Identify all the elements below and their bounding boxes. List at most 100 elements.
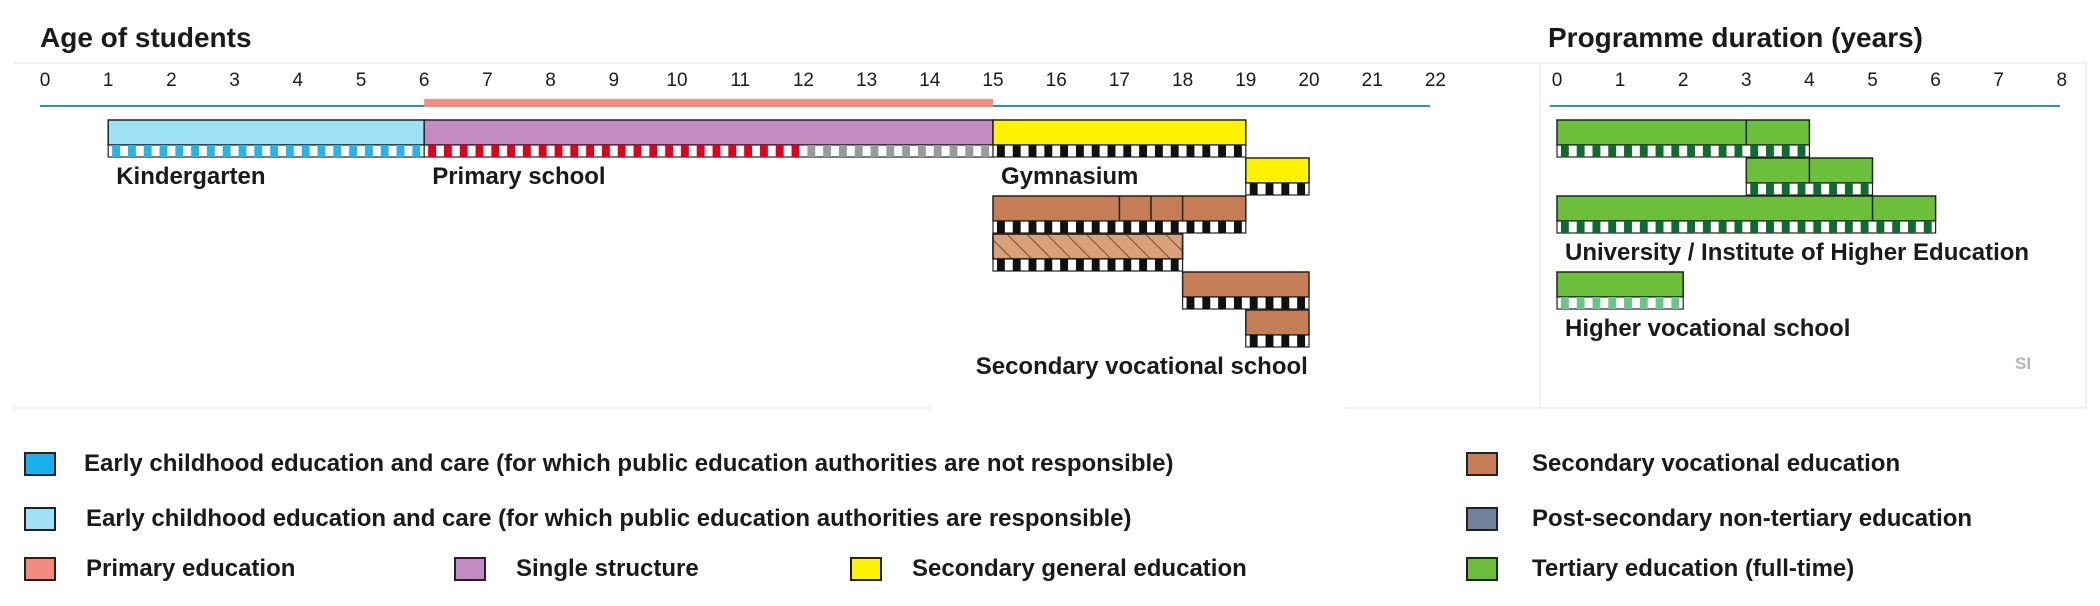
duration-bar-higher-vocational <box>1556 271 1684 310</box>
study-year-marker <box>1265 335 1274 347</box>
study-year-marker <box>1860 221 1869 233</box>
age-bar-primary <box>423 119 994 158</box>
programme-bar <box>1245 309 1310 336</box>
legend-item-ecec-not-responsible: Early childhood education and care (for … <box>24 447 1174 481</box>
study-year-strip <box>992 220 1247 234</box>
study-year-marker <box>270 145 279 157</box>
duration-tick-label: 1 <box>1615 70 1626 91</box>
study-year-marker <box>1218 221 1227 233</box>
study-year-marker <box>1639 145 1648 157</box>
study-year-marker <box>601 145 610 157</box>
legend-item-ecec-responsible: Early childhood education and care (for … <box>24 502 1132 536</box>
study-year-marker <box>127 145 136 157</box>
study-year-strip <box>1556 296 1684 310</box>
duration-bar-tertiary-a <box>1556 119 1811 158</box>
country-code-label: SI <box>2015 354 2032 373</box>
age-tick-label: 18 <box>1172 70 1193 91</box>
study-year-marker <box>965 145 974 157</box>
legend-swatch-secondary-general <box>850 557 882 581</box>
study-year-marker <box>1781 221 1790 233</box>
study-year-marker <box>1186 297 1195 309</box>
study-year-marker <box>1907 221 1916 233</box>
study-year-strip <box>1556 144 1810 158</box>
study-year-strip <box>992 258 1184 272</box>
study-year-marker <box>1265 297 1274 309</box>
study-year-marker <box>1592 297 1601 309</box>
study-year-marker <box>1060 259 1069 271</box>
study-year-marker <box>775 145 784 157</box>
study-year-marker <box>1044 145 1053 157</box>
legend-swatch-post-secondary <box>1466 507 1498 531</box>
study-year-marker <box>459 145 468 157</box>
study-year-marker <box>1797 221 1806 233</box>
study-year-marker <box>1892 221 1901 233</box>
study-year-marker <box>1829 183 1838 195</box>
study-year-marker <box>1281 297 1290 309</box>
age-panel-title: Age of students <box>40 22 252 53</box>
study-year-marker <box>728 145 737 157</box>
study-year-marker <box>301 145 310 157</box>
study-year-marker <box>1687 145 1696 157</box>
study-year-strip <box>992 144 1247 158</box>
study-year-marker <box>696 145 705 157</box>
study-year-marker <box>1560 297 1569 309</box>
study-year-marker <box>1797 145 1806 157</box>
study-year-marker <box>1170 221 1179 233</box>
study-year-marker <box>1829 221 1838 233</box>
study-year-marker <box>1186 221 1195 233</box>
study-year-marker <box>1813 183 1822 195</box>
study-year-strip <box>1745 182 1874 196</box>
study-year-marker <box>1107 145 1116 157</box>
study-year-marker <box>206 145 215 157</box>
study-year-marker <box>538 145 547 157</box>
study-year-marker <box>175 145 184 157</box>
study-year-marker <box>1608 145 1617 157</box>
age-tick-label: 13 <box>856 70 877 91</box>
study-year-marker <box>617 145 626 157</box>
age-tick-label: 2 <box>166 70 177 91</box>
age-tick-label: 20 <box>1298 70 1319 91</box>
study-year-marker <box>1233 297 1242 309</box>
study-year-marker <box>981 145 990 157</box>
age-tick-label: 11 <box>730 70 750 91</box>
study-year-marker <box>191 145 200 157</box>
age-programme-label: Secondary vocational school <box>976 353 1308 380</box>
legend-swatch-ecec-not-responsible <box>24 452 56 476</box>
study-year-marker <box>1639 221 1648 233</box>
study-year-marker <box>1012 259 1021 271</box>
study-year-marker <box>112 145 121 157</box>
study-year-marker <box>1075 259 1084 271</box>
study-year-marker <box>1560 221 1569 233</box>
study-year-marker <box>1075 145 1084 157</box>
study-year-marker <box>1923 221 1932 233</box>
study-year-marker <box>1028 145 1037 157</box>
study-year-marker <box>1044 259 1053 271</box>
legend-swatch-primary-education <box>24 557 56 581</box>
study-year-marker <box>1639 297 1648 309</box>
study-year-marker <box>1091 259 1100 271</box>
duration-tick-label: 4 <box>1804 70 1815 91</box>
study-year-marker <box>1718 221 1727 233</box>
legend-swatch-ecec-responsible <box>24 507 56 531</box>
study-year-marker <box>1154 221 1163 233</box>
study-year-marker <box>1576 145 1585 157</box>
age-bar-vocational-a <box>992 195 1247 234</box>
study-year-marker <box>1702 221 1711 233</box>
study-year-marker <box>1249 335 1258 347</box>
study-year-strip <box>1245 334 1310 348</box>
study-year-marker <box>949 145 958 157</box>
duration-tick-label: 3 <box>1741 70 1752 91</box>
study-year-marker <box>791 145 800 157</box>
study-year-marker <box>1734 145 1743 157</box>
legend-item-secondary-general: Secondary general education <box>850 552 1247 586</box>
age-tick-label: 19 <box>1235 70 1256 91</box>
study-year-marker <box>491 145 500 157</box>
study-year-marker <box>1218 297 1227 309</box>
study-year-marker <box>1608 297 1617 309</box>
study-year-marker <box>744 145 753 157</box>
study-year-marker <box>1123 259 1132 271</box>
age-tick-label: 22 <box>1425 70 1446 91</box>
age-tick-label: 9 <box>609 70 620 91</box>
age-tick-label: 17 <box>1109 70 1130 91</box>
